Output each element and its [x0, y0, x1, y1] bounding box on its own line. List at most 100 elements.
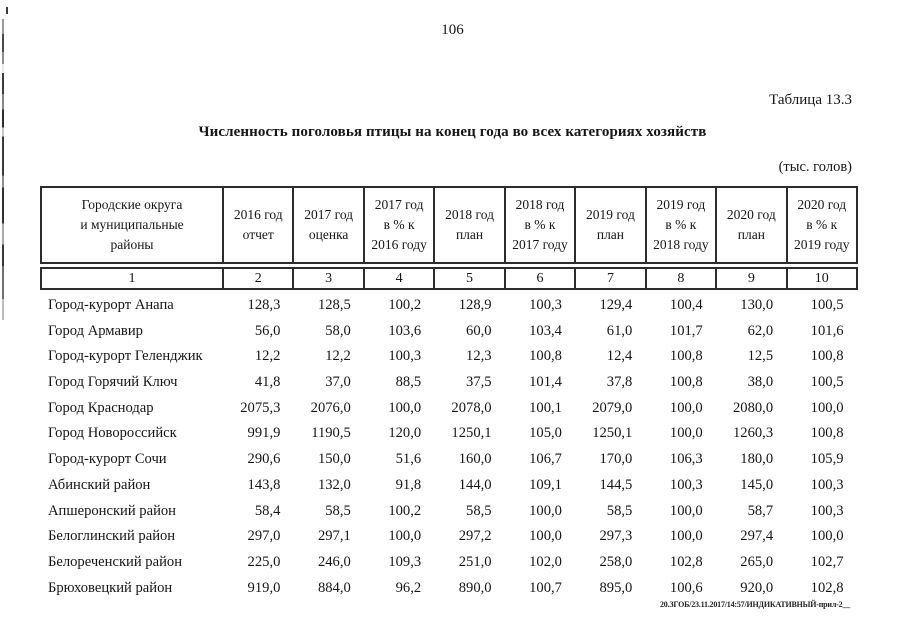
column-header: 2018 год в % к 2017 году [505, 188, 575, 262]
row-value-cell: 100,4 [669, 297, 703, 313]
row-value-cell: 100,5 [810, 297, 844, 313]
row-value-cell: 180,0 [740, 451, 774, 468]
row-value-cell: 128,3 [247, 297, 281, 313]
column-header: 2020 год план [717, 188, 786, 262]
row-value-cell: 1190,5 [311, 425, 351, 442]
row-value-cell: 128,5 [317, 297, 351, 313]
row-value-cell: 56,0 [254, 322, 281, 339]
row-value-cell: 128,9 [458, 297, 492, 313]
statistics-table: Городские округа и муниципальные районы 2… [40, 186, 858, 601]
row-value-cell: 246,0 [317, 553, 351, 570]
row-value-cell: 297,2 [458, 528, 492, 545]
row-value-cell: 225,0 [247, 553, 281, 570]
row-value-cell: 102,0 [529, 553, 562, 570]
column-header: Городские округа и муниципальные районы [42, 188, 222, 262]
row-value-cell: 100,0 [669, 425, 703, 442]
row-value-cell: 2075,3 [240, 399, 281, 416]
row-value-cell: 1250,1 [592, 425, 633, 442]
row-value-cell: 106,3 [669, 451, 703, 468]
row-value-cell: 890,0 [458, 579, 492, 596]
row-value-cell: 160,0 [458, 451, 492, 468]
row-territory-name: Город-курорт Геленджик [48, 348, 203, 365]
row-value-cell: 102,7 [810, 553, 844, 570]
row-value-cell: 37,5 [466, 374, 492, 391]
row-value-cell: 38,0 [747, 374, 774, 391]
row-value-cell: 102,8 [669, 553, 703, 570]
row-value-cell: 100,2 [388, 297, 422, 313]
row-value-cell: 919,0 [247, 579, 281, 596]
row-territory-name: Абинский район [48, 476, 151, 493]
column-header: 2017 год в % к 2016 году [364, 188, 434, 262]
column-header: 2017 год оценка [294, 188, 363, 262]
footer-stamp: 20.ЗГОБ/23.11.2017/14:57/ИНДИКАТИВНЫЙ-пр… [659, 600, 850, 609]
row-value-cell: 100,6 [669, 579, 703, 596]
row-value-cell: 920,0 [740, 579, 774, 596]
row-value-cell: 150,0 [317, 451, 351, 468]
row-value-cell: 58,7 [747, 502, 774, 519]
row-value-cell: 1260,3 [732, 425, 774, 442]
row-value-cell: 100,0 [810, 399, 844, 416]
row-value-cell: 100,8 [529, 348, 562, 365]
units-note: (тыс. голов) [778, 159, 852, 175]
row-value-cell: 297,4 [740, 528, 774, 545]
row-value-cell: 130,0 [740, 297, 774, 313]
row-value-cell: 170,0 [599, 451, 633, 468]
scan-artifact-dash [6, 7, 8, 14]
row-value-cell: 37,0 [325, 374, 351, 391]
column-header: 2019 год в % к 2018 году [646, 188, 716, 262]
row-value-cell: 297,1 [317, 528, 351, 545]
row-value-cell: 100,2 [388, 502, 422, 519]
row-value-cell: 100,0 [669, 399, 703, 416]
row-territory-name: Белореченский район [48, 553, 183, 570]
row-value-cell: 100,0 [669, 502, 703, 519]
row-value-cell: 100,8 [810, 425, 844, 442]
row-value-cell: 12,2 [325, 348, 351, 365]
column-header: 2016 год отчет [224, 188, 293, 262]
row-territory-name: Город Краснодар [48, 399, 154, 416]
row-value-cell: 2079,0 [592, 399, 633, 416]
row-value-cell: 101,6 [810, 322, 844, 339]
column-number: 6 [505, 269, 575, 288]
row-value-cell: 106,7 [529, 451, 562, 468]
row-value-cell: 895,0 [599, 579, 633, 596]
column-number: 4 [364, 269, 434, 288]
row-value-cell: 100,8 [669, 374, 703, 391]
row-value-cell: 100,3 [529, 297, 562, 313]
scan-artifact-line [2, 19, 4, 320]
column-number: 7 [576, 269, 645, 288]
row-value-cell: 132,0 [317, 476, 351, 493]
row-value-cell: 100,0 [388, 528, 422, 545]
row-value-cell: 144,5 [599, 476, 633, 493]
column-header: 2020 год в % к 2019 году [787, 188, 856, 262]
row-value-cell: 884,0 [317, 579, 351, 596]
column-number: 9 [717, 269, 786, 288]
row-value-cell: 100,3 [669, 476, 703, 493]
row-value-cell: 265,0 [740, 553, 774, 570]
row-value-cell: 12,5 [747, 348, 774, 365]
row-value-cell: 100,3 [810, 476, 844, 493]
row-value-cell: 96,2 [395, 579, 422, 596]
table-caption-number: Таблица 13.3 [769, 92, 852, 108]
row-value-cell: 103,4 [529, 322, 562, 339]
row-value-cell: 105,9 [810, 451, 844, 468]
row-territory-name: Брюховецкий район [48, 579, 173, 596]
row-value-cell: 62,0 [747, 322, 774, 339]
row-value-cell: 60,0 [466, 322, 492, 339]
row-territory-name: Город-курорт Анапа [48, 297, 174, 313]
row-value-cell: 58,5 [466, 502, 492, 519]
row-territory-name: Город-курорт Сочи [48, 451, 167, 468]
row-value-cell: 58,0 [325, 322, 351, 339]
row-territory-name: Апшеронский район [48, 502, 176, 519]
row-value-cell: 101,7 [669, 322, 703, 339]
row-value-cell: 297,0 [247, 528, 281, 545]
column-header: 2019 год план [576, 188, 645, 262]
row-value-cell: 1250,1 [451, 425, 492, 442]
row-value-cell: 258,0 [599, 553, 633, 570]
row-territory-name: Белоглинский район [48, 528, 176, 545]
row-value-cell: 100,3 [388, 348, 422, 365]
row-value-cell: 2076,0 [310, 399, 351, 416]
row-value-cell: 105,0 [529, 425, 562, 442]
row-value-cell: 12,4 [606, 348, 633, 365]
column-number: 1 [42, 269, 222, 288]
